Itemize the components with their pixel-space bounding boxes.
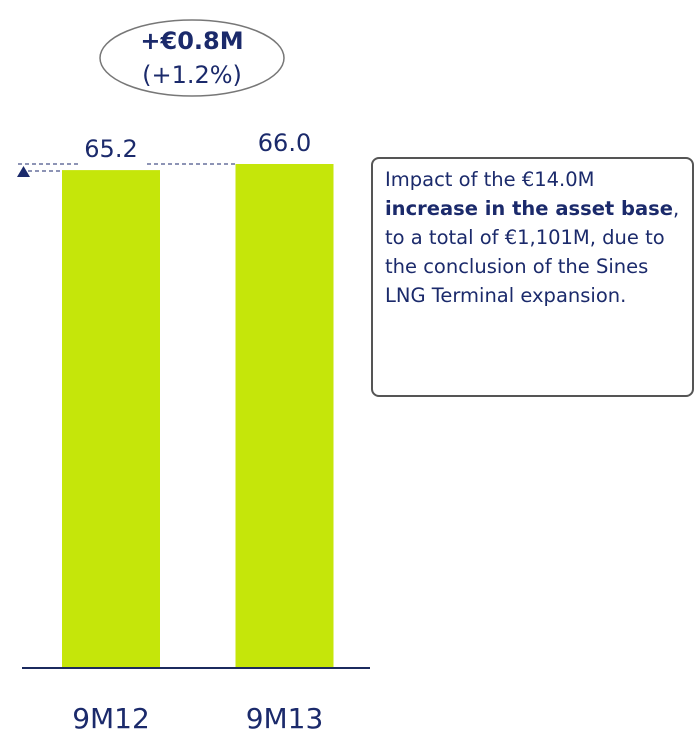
x-tick-label: 9M12 bbox=[72, 702, 150, 735]
value-label: 65.2 bbox=[84, 135, 137, 163]
note-text: , to a total of €1,101M, due to the conc… bbox=[385, 197, 680, 307]
note-text: Impact of the €14.0M bbox=[385, 168, 595, 191]
bar bbox=[62, 170, 160, 669]
note-bold: increase in the asset base bbox=[385, 197, 673, 220]
arrow bbox=[17, 166, 30, 177]
change-label: +€0.8M bbox=[140, 27, 243, 55]
change-pct-label: (+1.2%) bbox=[142, 61, 242, 89]
note-box: Impact of the €14.0M increase in the ass… bbox=[371, 157, 694, 397]
bar bbox=[235, 164, 334, 668]
value-label: 66.0 bbox=[258, 129, 311, 157]
change-bubble bbox=[99, 19, 285, 97]
x-tick-label: 9M13 bbox=[246, 702, 324, 735]
